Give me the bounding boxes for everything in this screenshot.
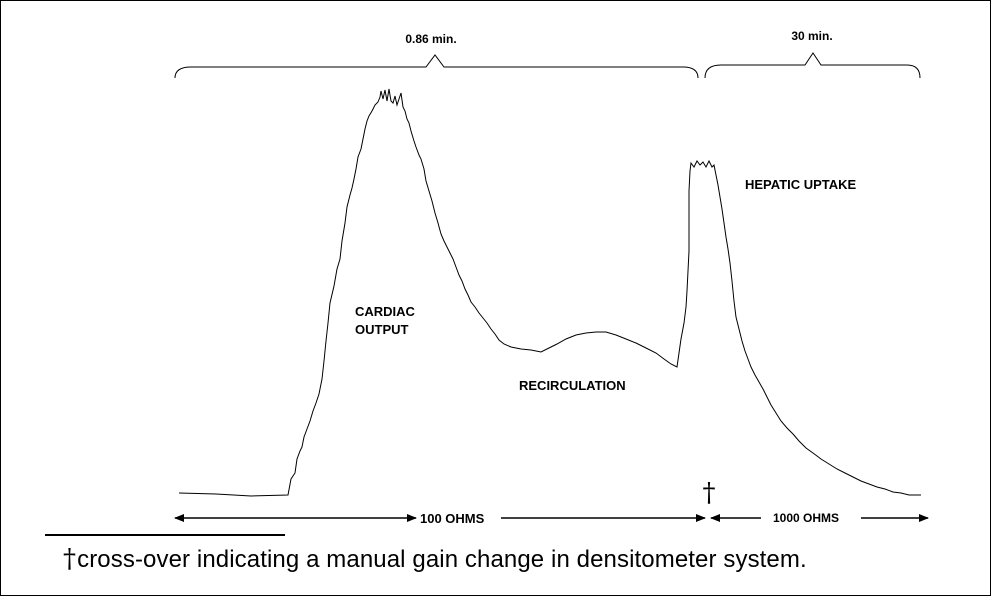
scale-label-100-ohms: 100 OHMS <box>420 511 485 526</box>
hepatic-uptake-label: HEPATIC UPTAKE <box>745 177 857 192</box>
gain-change-dagger: † <box>703 478 716 508</box>
footnote-text: cross-over indicating a manual gain chan… <box>77 546 807 573</box>
cardiac-output-label-line1: CARDIAC <box>355 304 416 319</box>
recirculation-label: RECIRCULATION <box>519 378 626 393</box>
cardiac-output-label-line2: OUTPUT <box>355 322 409 337</box>
footnote-dagger-symbol: † <box>63 544 77 574</box>
scale-label-1000-ohms: 1000 OHMS <box>773 511 839 525</box>
bracket-right <box>704 52 921 79</box>
footnote-caption: †cross-over indicating a manual gain cha… <box>63 544 807 574</box>
bracket-right-label: 30 min. <box>791 29 832 43</box>
dilution-curve <box>178 88 921 497</box>
bracket-left-label: 0.86 min. <box>405 32 456 46</box>
bracket-left <box>174 54 699 79</box>
